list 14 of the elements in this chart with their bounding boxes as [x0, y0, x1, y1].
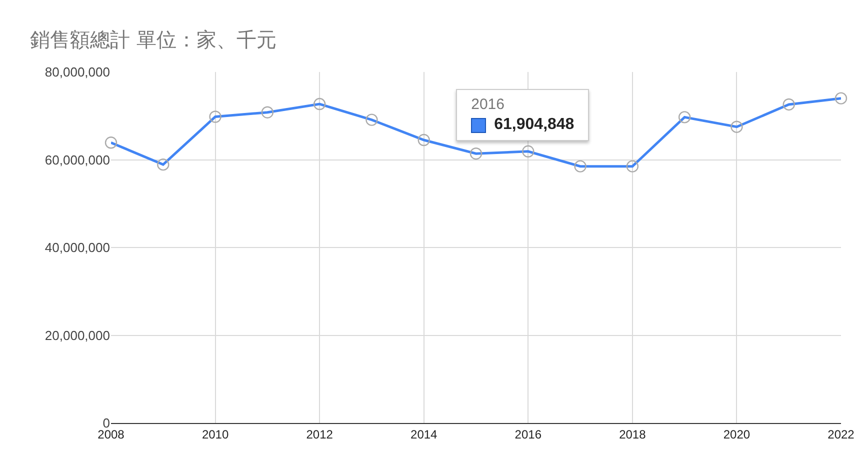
x-tick-label: 2020	[723, 427, 750, 442]
chart-title: 銷售額總計 單位：家、千元	[30, 27, 276, 52]
x-tick-label: 2018	[619, 427, 646, 442]
x-tick-label: 2022	[828, 427, 855, 442]
y-tick-label: 20,000,000	[44, 328, 110, 343]
x-tick-label: 2014	[410, 427, 438, 442]
annotation: 61,904,848	[494, 116, 574, 134]
x-tick-label: 2016	[514, 427, 542, 442]
x-tick-label: 2012	[306, 427, 334, 442]
x-tick-label: 2010	[202, 427, 229, 442]
y-tick-label: 40,000,000	[44, 240, 110, 256]
y-tick-label: 80,000,000	[44, 64, 110, 80]
y-tick-label: 60,000,000	[44, 152, 110, 168]
annotation: 2016	[471, 96, 506, 114]
